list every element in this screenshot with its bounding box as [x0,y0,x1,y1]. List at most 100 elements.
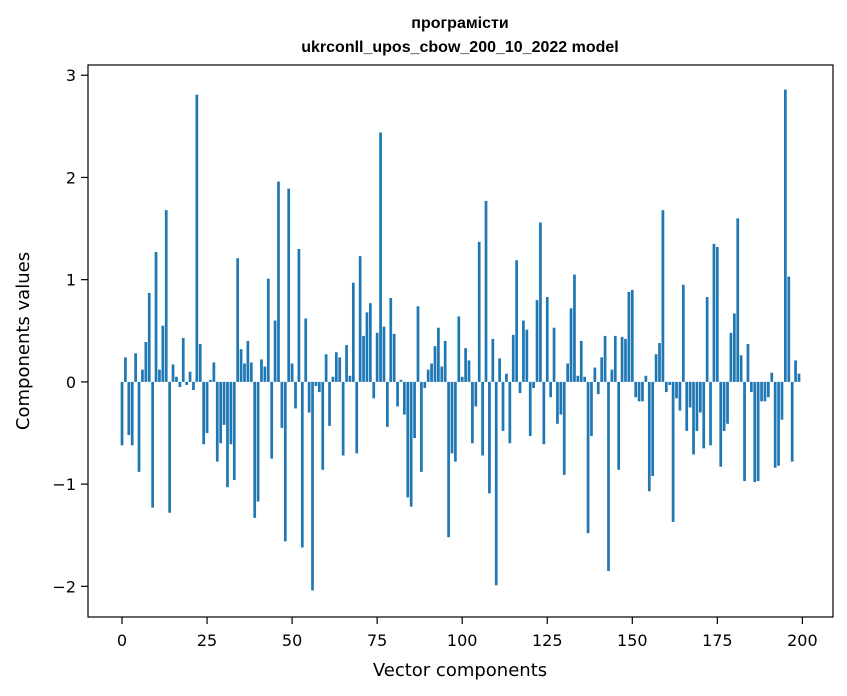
bar-6 [141,369,144,382]
bar-120 [528,381,532,437]
x-tick-label: 75 [367,631,387,650]
bar-49 [287,188,291,382]
bar-32 [229,381,233,445]
y-axis: −2 −1 0 1 2 3 [52,66,88,596]
bar-11 [158,369,161,382]
bar-162 [671,381,675,522]
bar-89 [423,381,427,389]
bar-80 [392,333,396,382]
bar-66 [345,345,348,382]
bar-29 [219,381,223,444]
bar-88 [420,381,423,472]
bar-87 [416,306,420,382]
bar-178 [726,381,729,424]
bar-133 [573,274,576,382]
bar-21 [192,381,195,391]
bar-85 [409,381,413,507]
bar-161 [668,381,672,385]
chart-title-line1: програмісти [411,15,508,32]
bar-105 [477,241,481,382]
bar-43 [266,278,270,382]
bar-1 [124,357,127,382]
bar-102 [467,360,471,382]
bar-115 [511,334,515,382]
bar-3 [130,381,134,446]
bar-17 [178,381,182,387]
bar-56 [311,381,314,591]
bar-154 [644,375,648,382]
bar-168 [692,381,695,455]
y-tick-label: 2 [66,168,76,187]
bar-116 [515,260,518,382]
bar-44 [270,381,274,459]
y-tick-label: 0 [66,373,76,392]
bar-195 [784,89,787,382]
bar-163 [675,381,678,399]
bar-128 [556,381,559,424]
bar-189 [763,381,767,402]
bar-127 [552,327,556,382]
bar-197 [790,381,794,462]
bar-111 [498,358,501,382]
x-axis: 0 25 50 75 100 125 150 175 200 [117,617,818,650]
bar-22 [195,94,199,382]
bar-5 [137,381,141,472]
bar-84 [406,381,410,498]
plot-frame [87,64,834,618]
bar-99 [457,316,461,382]
bar-175 [715,246,719,382]
bar-42 [263,366,267,382]
bar-158 [658,343,661,382]
bar-144 [610,369,614,382]
bar-176 [719,381,723,467]
bar-103 [471,381,474,444]
x-axis-title: Vector components [373,660,547,681]
bar-28 [215,381,219,462]
bar-34 [236,258,240,382]
bar-123 [539,222,542,382]
bar-15 [171,364,175,382]
bar-125 [545,297,549,382]
bar-151 [634,381,638,398]
bar-25 [205,381,209,433]
bar-45 [273,320,277,382]
bar-10 [154,252,158,382]
bar-50 [290,363,294,382]
bar-164 [678,381,682,411]
bar-165 [681,284,685,382]
bar-191 [770,372,774,382]
bar-36 [243,363,246,382]
x-tick-label: 0 [117,631,127,650]
bar-70 [358,256,362,382]
bar-166 [685,381,689,431]
bar-179 [729,332,733,382]
bar-83 [403,381,406,415]
bar-112 [501,381,505,431]
bar-174 [712,243,716,382]
bar-68 [351,282,355,382]
bar-54 [304,318,308,382]
bar-95 [443,341,447,382]
bar-160 [664,381,668,393]
bar-96 [447,381,450,538]
bar-143 [607,381,610,571]
bar-190 [767,381,770,398]
bar-52 [297,249,301,382]
bar-59 [321,381,325,470]
bar-67 [348,375,352,382]
bar-122 [535,300,539,382]
y-tick-label: −1 [52,475,76,494]
bar-39 [253,381,257,518]
bar-64 [338,357,342,382]
bar-38 [249,362,253,382]
bar-136 [583,376,587,382]
bar-51 [294,381,297,409]
bar-37 [246,341,250,382]
bar-82 [399,379,403,382]
bar-199 [797,373,801,382]
bar-0 [120,381,124,446]
bar-4 [134,353,137,382]
bar-157 [654,354,658,382]
bar-33 [232,381,236,481]
bar-2 [127,381,131,436]
